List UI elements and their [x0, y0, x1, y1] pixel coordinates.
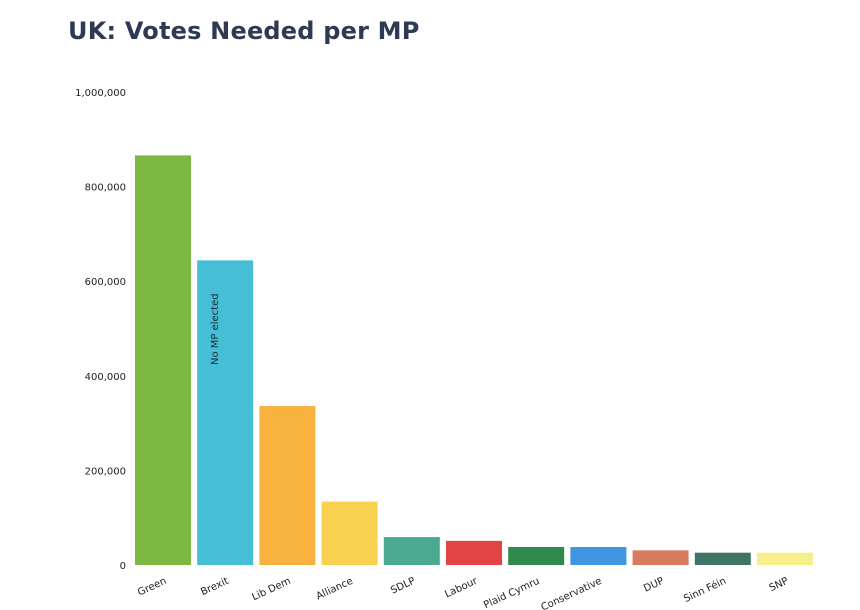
- bar-lib-dem: [259, 406, 316, 565]
- x-tick-label: Alliance: [315, 576, 355, 603]
- bar-alliance: [321, 501, 378, 565]
- bars: [135, 155, 813, 565]
- y-tick-label: 1,000,000: [75, 88, 126, 99]
- x-tick-label: SDLP: [389, 576, 417, 597]
- y-axis-ticks: 0 200,000 400,000 600,000 800,000 1,000,000: [75, 88, 126, 572]
- chart-title: UK: Votes Needed per MP: [68, 17, 420, 45]
- bar-conservative: [570, 547, 627, 565]
- bar-dup: [632, 550, 689, 565]
- y-tick-label: 800,000: [85, 183, 126, 194]
- bar-green: [135, 155, 191, 565]
- y-tick-label: 600,000: [85, 277, 126, 288]
- bar-sdlp: [383, 537, 440, 565]
- x-tick-label: Sinn Féin: [682, 575, 728, 605]
- x-tick-label: Plaid Cymru: [482, 576, 541, 610]
- y-tick-label: 400,000: [85, 372, 126, 383]
- bar-snp: [757, 552, 813, 565]
- bar-labour: [446, 540, 502, 565]
- bar-brexit: [197, 260, 254, 565]
- x-tick-label: Green: [136, 576, 168, 599]
- bar-annotation: No MP elected: [210, 293, 221, 365]
- y-tick-label: 200,000: [85, 466, 126, 477]
- x-tick-label: Lib Dem: [250, 576, 292, 604]
- bar-sinn-f-in: [694, 552, 751, 565]
- y-tick-label: 0: [120, 561, 126, 572]
- x-tick-label: SNP: [768, 576, 791, 594]
- bar-annotations: No MP elected: [210, 293, 221, 365]
- x-axis-labels: Green Brexit Lib Dem Alliance SDLP Labour Plai…: [136, 575, 790, 610]
- x-tick-label: DUP: [642, 576, 666, 595]
- bar-plaid-cymru: [508, 547, 565, 565]
- x-tick-label: Conservative: [539, 576, 603, 610]
- x-tick-label: Brexit: [199, 576, 230, 598]
- x-tick-label: Labour: [443, 575, 480, 600]
